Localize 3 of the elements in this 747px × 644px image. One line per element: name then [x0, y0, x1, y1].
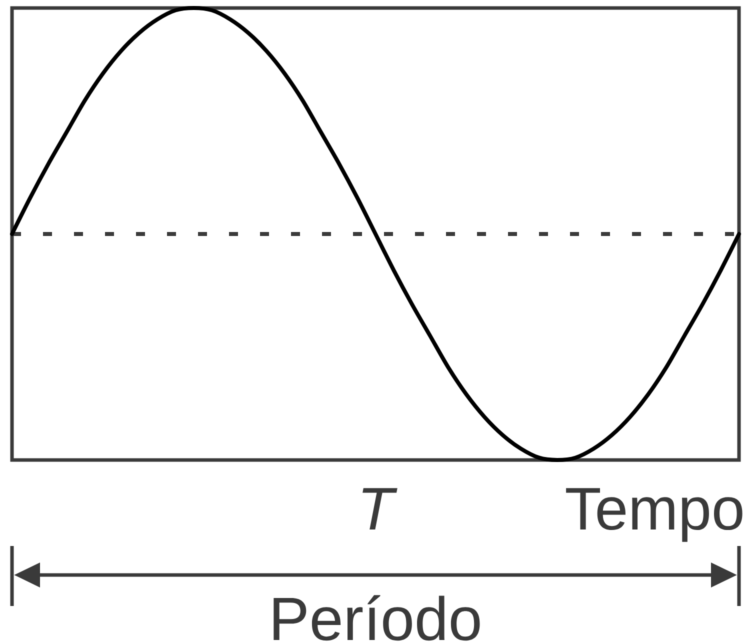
- text: T: [362, 488, 398, 530]
- x-axis-title: Tempo: [566, 488, 742, 542]
- text: Período: [274, 595, 480, 641]
